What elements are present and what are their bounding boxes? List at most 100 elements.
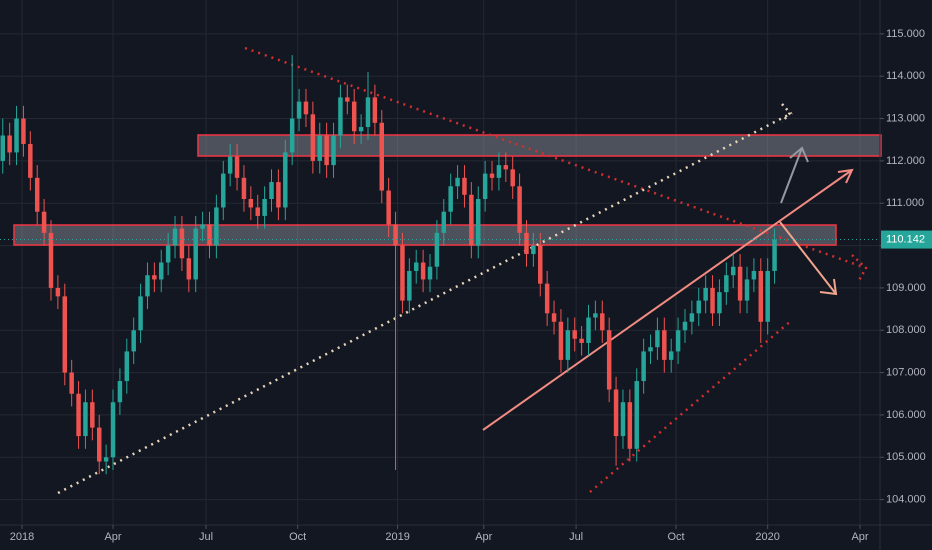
candle-body	[730, 266, 736, 276]
candle-body	[496, 165, 502, 178]
candle-body	[296, 101, 302, 119]
candle-body	[90, 402, 95, 428]
candle-body	[613, 389, 619, 437]
y-tick-label: 114.000	[886, 70, 925, 82]
candle-body	[186, 258, 192, 280]
candle-body	[76, 393, 81, 437]
arrow-head	[837, 168, 854, 184]
candle-body	[386, 190, 391, 225]
candle-body	[655, 330, 660, 348]
candles	[0, 55, 880, 475]
candle-body	[593, 313, 598, 318]
candle-body	[331, 135, 336, 166]
x-tick-label: 2020	[755, 531, 779, 543]
x-tick-label: Jul	[569, 531, 583, 543]
candle-body	[455, 177, 460, 187]
candle-body	[41, 211, 47, 233]
candle-body	[221, 173, 226, 208]
candle-body	[55, 287, 61, 297]
candle-body	[531, 245, 536, 255]
candle-body	[62, 296, 68, 373]
candle-body	[634, 381, 639, 449]
candle-body	[96, 427, 102, 462]
candle-body	[372, 97, 378, 123]
candle-body	[668, 351, 674, 360]
candle-body	[303, 101, 309, 115]
candle-body	[365, 97, 371, 128]
arrow-down	[779, 221, 837, 295]
x-tick-label: Apr	[104, 531, 121, 543]
candle-body	[207, 224, 212, 246]
candle-body	[469, 194, 474, 246]
candle-body	[262, 198, 267, 216]
candle-body	[310, 114, 316, 161]
candle-body	[517, 186, 522, 233]
candle-body	[21, 118, 26, 144]
candle-body	[283, 152, 288, 208]
candle-body	[14, 118, 19, 153]
candle-body	[407, 270, 412, 301]
downtrend-line	[244, 46, 867, 270]
support-zone	[13, 224, 837, 246]
y-tick-label: 113.000	[886, 112, 925, 124]
candle-body	[710, 287, 715, 314]
candle-body	[83, 402, 88, 437]
candle-body	[110, 402, 116, 458]
x-tick-label: Oct	[667, 531, 684, 543]
channel-resistance	[482, 169, 853, 431]
y-tick-label: 104.000	[886, 494, 926, 506]
candle-body	[675, 330, 681, 352]
candle-body	[103, 457, 109, 462]
candle-body	[145, 275, 150, 297]
candle-body	[572, 330, 577, 339]
candle-body	[620, 402, 626, 437]
y-tick-label: 109.000	[886, 282, 926, 294]
candle-body	[434, 232, 440, 267]
candle-body	[234, 156, 240, 178]
candle-body	[200, 224, 205, 229]
candle-body	[131, 330, 136, 352]
candle-body	[758, 270, 764, 322]
candle-body	[227, 156, 233, 174]
last-price-label: 110.142	[886, 233, 925, 245]
candle-body	[0, 135, 5, 161]
candle-body	[379, 122, 385, 191]
x-tick-label: 2018	[10, 531, 34, 543]
candle-body	[338, 97, 343, 136]
candle-body	[627, 402, 633, 449]
uptrend-line	[57, 111, 793, 495]
candle-body	[503, 165, 509, 170]
candle-body	[69, 372, 74, 394]
candle-body	[600, 313, 605, 331]
candle-body	[462, 177, 467, 195]
candle-body	[524, 232, 529, 255]
candle-body	[662, 330, 667, 360]
x-tick-label: Oct	[289, 531, 306, 543]
last-price-box	[881, 230, 932, 249]
candle-body	[324, 135, 329, 166]
candle-body	[172, 228, 178, 246]
arrow-head	[851, 254, 868, 283]
arrow-head	[819, 278, 838, 296]
x-tick-label: Apr	[475, 531, 492, 543]
candle-body	[703, 287, 708, 301]
drawings	[13, 46, 882, 495]
y-tick-label: 111.000	[886, 197, 924, 209]
candle-body	[606, 330, 612, 390]
arrow-up	[780, 147, 803, 204]
candle-body	[48, 232, 54, 288]
candle-body	[413, 262, 419, 271]
candle-body	[717, 292, 722, 314]
y-tick-label: 107.000	[886, 366, 926, 378]
y-tick-label: 108.000	[886, 324, 926, 336]
candle-body	[751, 270, 757, 280]
y-tick-label: 106.000	[886, 409, 926, 421]
x-tick-label: Apr	[851, 531, 868, 543]
candle-body	[696, 300, 702, 314]
candle-body	[255, 207, 260, 216]
candle-body	[489, 173, 495, 178]
candle-body	[124, 351, 130, 382]
candle-body	[248, 198, 254, 208]
candle-body	[393, 224, 398, 246]
